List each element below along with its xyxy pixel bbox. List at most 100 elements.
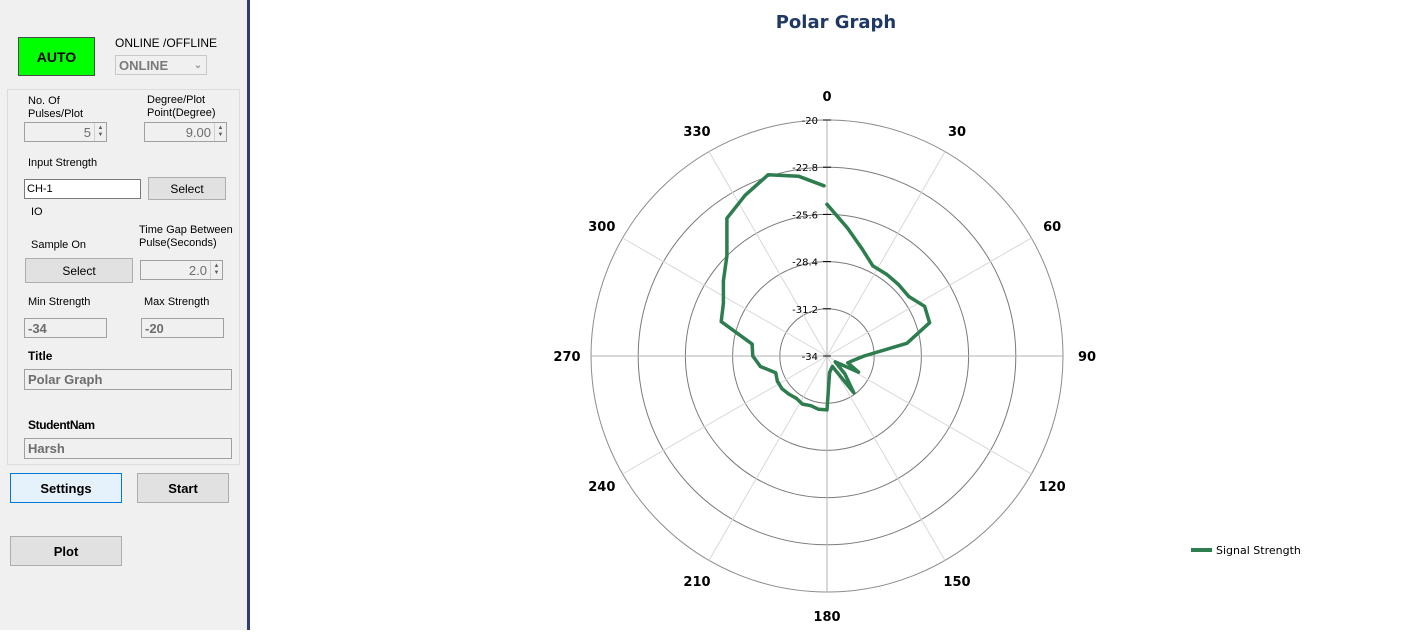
- stepper-arrows-icon[interactable]: ▲ ▼: [214, 123, 226, 141]
- angle-tick-label: 240: [588, 480, 615, 495]
- data-point: [928, 321, 932, 325]
- series-line-signal-strength: [719, 173, 932, 412]
- data-point: [845, 226, 849, 230]
- data-point: [862, 354, 866, 358]
- title-value: Polar Graph: [28, 372, 103, 387]
- angle-tick-label: 150: [943, 575, 970, 590]
- data-point: [907, 294, 911, 299]
- radial-tick-label: -22.8: [792, 163, 818, 174]
- data-point: [787, 392, 791, 396]
- student-field[interactable]: Harsh: [24, 438, 232, 459]
- radial-tick-label: -28.4: [792, 258, 818, 269]
- data-point: [766, 173, 770, 177]
- data-point: [860, 247, 864, 251]
- data-point: [800, 402, 805, 406]
- angular-gridline: [826, 355, 946, 561]
- angular-gridline: [826, 151, 946, 357]
- max-strength-field[interactable]: -20: [141, 318, 224, 338]
- data-point: [809, 404, 813, 408]
- stepper-arrows-icon[interactable]: ▲ ▼: [210, 261, 222, 279]
- input-strength-value: CH-1: [27, 183, 53, 195]
- radial-tick-label: -34: [802, 352, 818, 363]
- data-point: [775, 379, 780, 383]
- pulses-value: 5: [83, 124, 91, 140]
- settings-label: Settings: [40, 480, 92, 496]
- data-point: [780, 387, 784, 391]
- settings-button[interactable]: Settings: [10, 473, 122, 503]
- data-point: [725, 254, 729, 258]
- auto-mode-button[interactable]: AUTO: [18, 37, 95, 76]
- angle-tick-label: 210: [683, 575, 710, 590]
- angular-gridline: [708, 355, 828, 561]
- degree-value: 9.00: [185, 124, 211, 140]
- chart-legend: Signal Strength: [1191, 544, 1301, 557]
- data-point: [758, 364, 762, 369]
- start-button[interactable]: Start: [137, 473, 229, 503]
- data-point: [905, 341, 909, 345]
- angle-tick-label: 60: [1043, 220, 1061, 235]
- angular-gridline: [826, 355, 1032, 475]
- sample-on-label: Sample On: [31, 239, 87, 251]
- data-point: [721, 301, 725, 305]
- io-label: IO: [31, 206, 43, 218]
- data-point: [871, 264, 875, 268]
- mode-select-value: ONLINE: [119, 57, 169, 73]
- data-point: [750, 342, 754, 346]
- data-point: [923, 304, 927, 308]
- pulses-stepper[interactable]: 5 ▲ ▼: [24, 122, 107, 142]
- max-strength-value: -20: [145, 320, 164, 336]
- angle-tick-label: 300: [588, 220, 615, 235]
- angle-tick-label: 180: [813, 610, 840, 625]
- start-label: Start: [168, 480, 198, 496]
- angle-tick-label: 0: [822, 90, 831, 105]
- plot-button[interactable]: Plot: [10, 536, 122, 566]
- data-point: [884, 272, 889, 276]
- pulses-label: No. Of Pulses/Plot: [28, 95, 84, 120]
- sample-select-button[interactable]: Select: [25, 258, 133, 283]
- angular-gridline: [622, 355, 828, 475]
- chart-area: Polar Graph 0 30 60 90 120 150 180 210 240 270 300…: [250, 0, 1412, 630]
- data-point: [719, 320, 723, 324]
- data-point: [751, 354, 755, 358]
- data-point: [829, 367, 833, 371]
- angular-gridline: [826, 237, 1032, 357]
- data-point: [846, 361, 850, 365]
- sample-select-label: Select: [62, 263, 96, 278]
- auto-mode-label: AUTO: [36, 48, 77, 65]
- stepper-arrows-icon[interactable]: ▲ ▼: [94, 123, 106, 141]
- min-strength-field[interactable]: -34: [24, 318, 107, 338]
- data-point: [721, 279, 725, 283]
- data-point: [743, 193, 747, 197]
- chart-title: Polar Graph: [776, 12, 897, 33]
- title-field[interactable]: Polar Graph: [24, 369, 232, 390]
- input-strength-field[interactable]: CH-1: [24, 179, 141, 199]
- angle-tick-label: 330: [683, 125, 710, 140]
- student-value: Harsh: [28, 441, 65, 456]
- input-strength-label: Input Strength: [28, 157, 98, 169]
- angle-tick-label: 270: [553, 350, 580, 365]
- data-point: [856, 370, 861, 374]
- degree-label: Degree/Plot Point(Degree): [147, 94, 216, 119]
- angle-tick-label: 90: [1078, 350, 1096, 365]
- angular-gridline: [708, 151, 828, 357]
- mode-select[interactable]: ONLINE ⌄: [115, 55, 207, 75]
- data-point: [825, 202, 829, 206]
- angle-tick-label: 30: [948, 125, 966, 140]
- polar-chart: Polar Graph 0 30 60 90 120 150 180 210 240 270 300…: [553, 12, 1301, 625]
- data-point: [843, 372, 847, 376]
- legend-label: Signal Strength: [1216, 544, 1301, 557]
- data-point: [817, 407, 821, 411]
- plot-label: Plot: [53, 543, 79, 559]
- data-point: [725, 216, 729, 220]
- time-gap-stepper[interactable]: 2.0 ▲ ▼: [140, 260, 223, 280]
- time-gap-label: Time Gap Between Pulse(Seconds): [139, 224, 233, 249]
- data-point: [852, 358, 856, 362]
- data-point: [774, 371, 778, 375]
- input-select-label: Select: [170, 181, 204, 196]
- settings-group: [7, 89, 240, 465]
- input-select-button[interactable]: Select: [148, 177, 226, 200]
- data-point: [896, 282, 901, 287]
- data-point: [794, 396, 798, 400]
- radial-tick-label: -25.6: [792, 210, 818, 221]
- degree-stepper[interactable]: 9.00 ▲ ▼: [144, 122, 227, 142]
